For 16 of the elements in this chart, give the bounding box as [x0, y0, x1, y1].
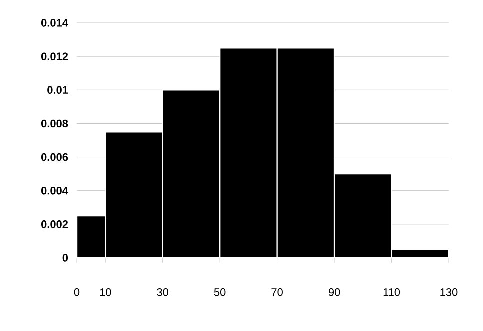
y-tick-label: 0.012: [41, 52, 68, 60]
x-tick-label: 0: [74, 288, 80, 296]
x-tick-label: 30: [157, 288, 168, 296]
y-tick-label: 0.004: [41, 186, 68, 195]
y-tick-label: 0.01: [48, 86, 68, 94]
x-tick-label: 50: [214, 288, 226, 296]
x-tick-label: 70: [272, 288, 283, 296]
y-tick-label: 0.008: [41, 120, 68, 128]
y-tick-label: 0.006: [41, 153, 68, 162]
x-tick-label: 90: [328, 288, 340, 296]
x-tick-label: 10: [100, 288, 112, 296]
x-tick-label: 110: [384, 288, 400, 296]
y-tick-label: 0.014: [41, 19, 68, 27]
x-tick-label: 130: [440, 288, 458, 296]
y-tick-label: 0.002: [41, 220, 68, 228]
y-tick-label: 0: [62, 254, 68, 262]
